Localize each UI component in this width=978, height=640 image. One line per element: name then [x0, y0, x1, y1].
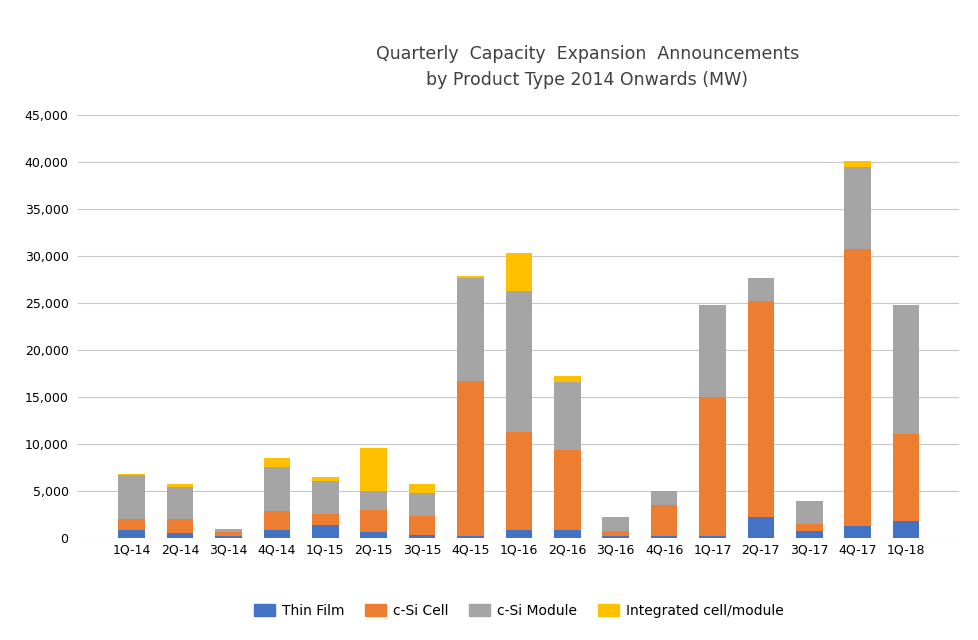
Bar	[650, 491, 677, 505]
Bar	[409, 516, 435, 535]
Bar	[118, 475, 145, 519]
Bar	[554, 530, 580, 538]
Bar	[554, 382, 580, 451]
Bar	[360, 532, 386, 538]
Bar	[650, 536, 677, 538]
Bar	[312, 525, 338, 538]
Bar	[843, 167, 870, 250]
Bar	[118, 519, 145, 530]
Bar	[166, 484, 194, 487]
Bar	[215, 529, 242, 532]
Bar	[843, 250, 870, 526]
Bar	[554, 376, 580, 382]
Bar	[360, 491, 386, 510]
Bar	[457, 276, 483, 278]
Bar	[360, 510, 386, 532]
Bar	[312, 514, 338, 525]
Bar	[166, 519, 194, 533]
Bar	[457, 278, 483, 381]
Bar	[409, 484, 435, 493]
Bar	[263, 511, 289, 530]
Bar	[843, 526, 870, 538]
Bar	[650, 505, 677, 536]
Bar	[118, 530, 145, 538]
Bar	[892, 435, 918, 521]
Bar	[601, 536, 628, 538]
Bar	[263, 467, 289, 511]
Bar	[554, 451, 580, 530]
Bar	[409, 493, 435, 516]
Bar	[747, 517, 774, 538]
Bar	[118, 474, 145, 475]
Bar	[698, 305, 725, 397]
Bar	[215, 536, 242, 538]
Bar	[312, 477, 338, 481]
Bar	[843, 161, 870, 167]
Text: by Product Type 2014 Onwards (MW): by Product Type 2014 Onwards (MW)	[426, 71, 747, 89]
Bar	[795, 524, 822, 531]
Bar	[698, 397, 725, 536]
Bar	[457, 381, 483, 536]
Bar	[505, 253, 532, 291]
Bar	[360, 449, 386, 491]
Bar	[215, 532, 242, 536]
Bar	[166, 533, 194, 538]
Bar	[892, 305, 918, 435]
Bar	[166, 487, 194, 519]
Bar	[795, 501, 822, 524]
Bar	[601, 531, 628, 536]
Bar	[312, 481, 338, 514]
Bar	[747, 301, 774, 517]
Bar	[409, 535, 435, 538]
Bar	[795, 531, 822, 538]
Bar	[505, 291, 532, 431]
Bar	[263, 458, 289, 467]
Bar	[457, 536, 483, 538]
Bar	[747, 278, 774, 301]
Legend: Thin Film, c-Si Cell, c-Si Module, Integrated cell/module: Thin Film, c-Si Cell, c-Si Module, Integ…	[248, 598, 788, 623]
Text: Quarterly  Capacity  Expansion  Announcements: Quarterly Capacity Expansion Announcemen…	[376, 45, 798, 63]
Bar	[505, 530, 532, 538]
Bar	[263, 530, 289, 538]
Bar	[698, 536, 725, 538]
Bar	[601, 517, 628, 531]
Bar	[892, 521, 918, 538]
Bar	[505, 431, 532, 530]
